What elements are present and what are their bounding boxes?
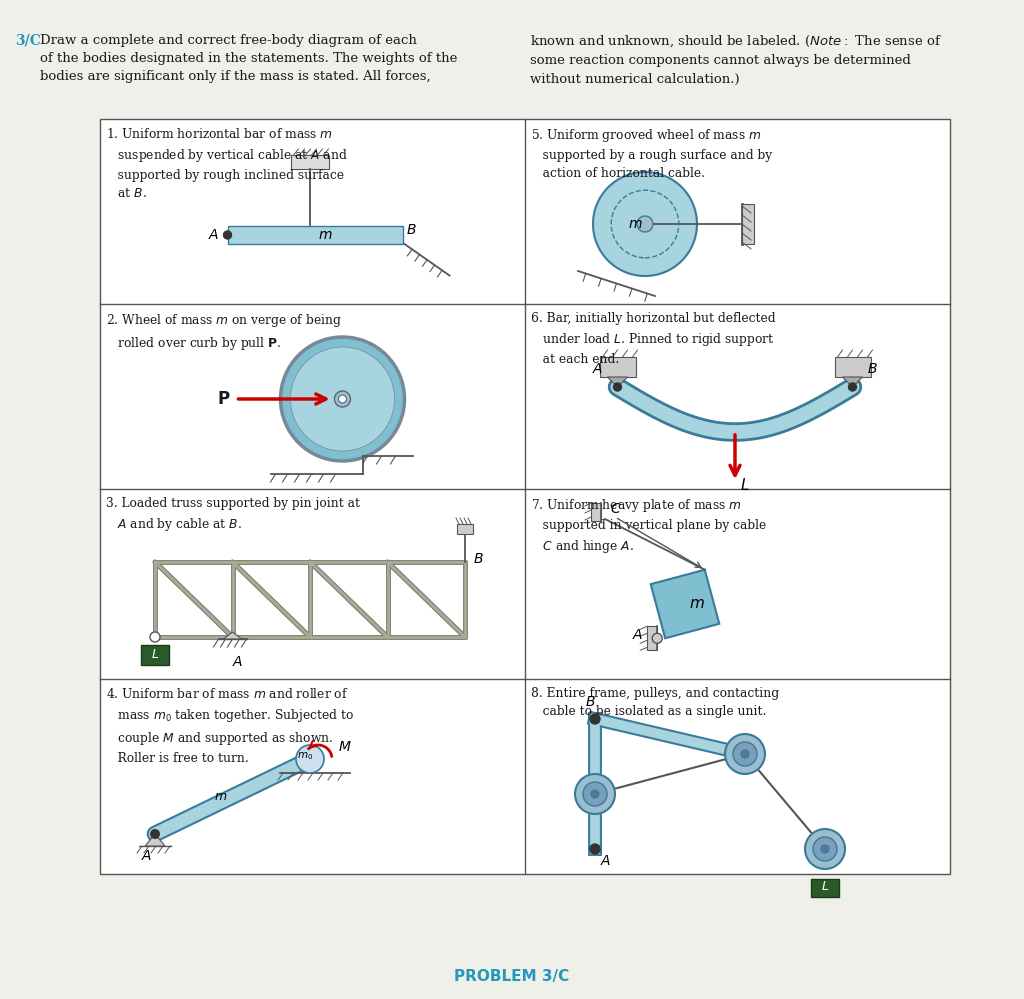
Text: 1. Uniform horizontal bar of mass $m$
   suspended by vertical cable at $A$ and
: 1. Uniform horizontal bar of mass $m$ su…	[106, 127, 348, 200]
Text: $B$: $B$	[867, 362, 878, 376]
Bar	[591, 503, 601, 521]
Bar	[291, 155, 329, 169]
Circle shape	[339, 395, 346, 403]
Text: Draw a complete and correct free-body diagram of each
of the bodies designated i: Draw a complete and correct free-body di…	[40, 34, 458, 83]
Text: 3/C: 3/C	[15, 34, 41, 48]
Text: $A$: $A$	[592, 362, 603, 376]
Bar	[811, 879, 839, 897]
Circle shape	[335, 391, 350, 407]
Circle shape	[652, 633, 663, 643]
Text: $A$: $A$	[141, 849, 153, 863]
Circle shape	[150, 632, 160, 642]
Bar	[742, 204, 754, 244]
Text: $m$: $m$	[317, 228, 332, 242]
Bar	[835, 357, 870, 377]
Circle shape	[223, 231, 231, 239]
Text: $m$: $m$	[689, 597, 705, 611]
Circle shape	[281, 337, 404, 461]
Text: 4. Uniform bar of mass $m$ and roller of
   mass $m_0$ taken together. Subjected: 4. Uniform bar of mass $m$ and roller of…	[106, 687, 354, 765]
Circle shape	[591, 790, 599, 798]
Text: $B$: $B$	[406, 223, 416, 237]
Bar	[227, 226, 402, 244]
Text: $L$: $L$	[740, 477, 750, 493]
Bar	[141, 645, 169, 665]
Polygon shape	[607, 377, 628, 387]
Bar	[647, 626, 657, 650]
Text: 3. Loaded truss supported by pin joint at
   $A$ and by cable at $B$.: 3. Loaded truss supported by pin joint a…	[106, 497, 360, 533]
Text: $A$: $A$	[208, 228, 219, 242]
Circle shape	[733, 742, 757, 766]
Bar	[457, 524, 473, 534]
Circle shape	[291, 347, 394, 451]
Text: $A$: $A$	[600, 854, 611, 868]
Text: $B$: $B$	[585, 695, 595, 709]
Text: 8. Entire frame, pulleys, and contacting
   cable to be isolated as a single uni: 8. Entire frame, pulleys, and contacting…	[531, 687, 779, 718]
Circle shape	[849, 383, 856, 391]
Polygon shape	[650, 569, 719, 638]
Text: known and unknown, should be labeled. ($Note:$ The sense of
some reaction compon: known and unknown, should be labeled. ($…	[530, 34, 942, 86]
Text: $C$: $C$	[610, 502, 622, 516]
Circle shape	[741, 750, 749, 758]
Circle shape	[725, 734, 765, 774]
Text: $A$: $A$	[231, 655, 243, 669]
Circle shape	[296, 745, 324, 773]
Circle shape	[590, 844, 600, 854]
Circle shape	[613, 383, 622, 391]
Circle shape	[813, 837, 837, 861]
Circle shape	[805, 829, 845, 869]
Text: $L$: $L$	[151, 648, 159, 661]
Circle shape	[590, 714, 600, 724]
Text: PROBLEM 3/C: PROBLEM 3/C	[455, 969, 569, 984]
Text: 7. Uniform heavy plate of mass $m$
   supported in vertical plane by cable
   $C: 7. Uniform heavy plate of mass $m$ suppo…	[531, 497, 766, 555]
Circle shape	[583, 782, 607, 806]
Text: $\mathbf{P}$: $\mathbf{P}$	[217, 391, 230, 408]
Text: 2. Wheel of mass $m$ on verge of being
   rolled over curb by pull $\mathbf{P}$.: 2. Wheel of mass $m$ on verge of being r…	[106, 312, 342, 352]
Bar	[100, 119, 950, 874]
Circle shape	[593, 172, 697, 276]
Circle shape	[150, 829, 160, 839]
Text: $B$: $B$	[473, 552, 483, 566]
Text: 5. Uniform grooved wheel of mass $m$
   supported by a rough surface and by
   a: 5. Uniform grooved wheel of mass $m$ sup…	[531, 127, 772, 180]
Text: $m_0$: $m_0$	[297, 750, 313, 762]
Text: 6. Bar, initially horizontal but deflected
   under load $L$. Pinned to rigid su: 6. Bar, initially horizontal but deflect…	[531, 312, 775, 366]
Polygon shape	[223, 632, 242, 639]
Circle shape	[821, 845, 829, 853]
Polygon shape	[843, 377, 862, 387]
Text: $L$: $L$	[821, 880, 829, 893]
Text: $m$: $m$	[214, 790, 227, 803]
Bar	[599, 357, 636, 377]
Circle shape	[575, 774, 615, 814]
Circle shape	[637, 216, 653, 232]
Polygon shape	[145, 834, 165, 846]
Text: $A$: $A$	[632, 628, 643, 642]
Text: $M$: $M$	[338, 740, 351, 754]
Text: $m$: $m$	[628, 217, 642, 231]
